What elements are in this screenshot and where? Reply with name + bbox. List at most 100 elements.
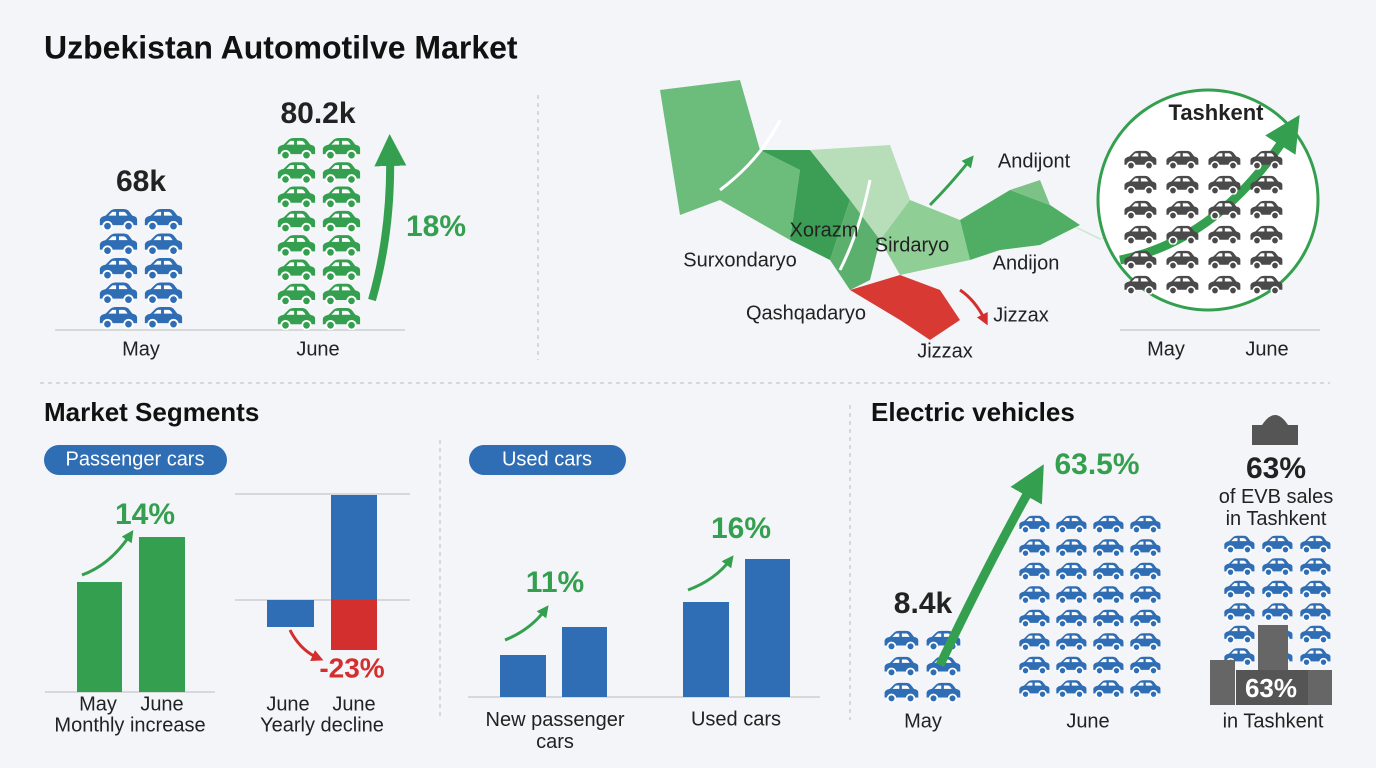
- car-icon: [1223, 580, 1256, 599]
- car-icon: [1299, 602, 1332, 622]
- car-icon: [1092, 609, 1125, 628]
- car-icon: [1223, 535, 1256, 554]
- car-icon: [321, 137, 362, 160]
- car-icon: [1299, 535, 1332, 554]
- bar: [331, 600, 377, 650]
- value-label: 68k: [116, 165, 166, 198]
- car-icon: [1299, 557, 1332, 577]
- car-icon: [1055, 632, 1088, 652]
- car-icon: [1129, 609, 1162, 628]
- x-label: May: [904, 710, 942, 732]
- bar: [683, 602, 729, 697]
- share-value: 63%: [1246, 452, 1306, 485]
- tag: [44, 445, 227, 475]
- region-label: Jizzax: [917, 340, 973, 362]
- bar: [139, 537, 185, 692]
- bar: [331, 495, 377, 600]
- growth-label: 18%: [406, 210, 466, 243]
- car-icon: [98, 281, 139, 305]
- car-icon: [98, 257, 139, 280]
- car-icon: [143, 232, 184, 256]
- car-icon: [1055, 656, 1088, 675]
- car-icon: [1092, 562, 1125, 581]
- car-icon: [1299, 647, 1332, 667]
- badge: 63%: [1245, 673, 1297, 703]
- car-icon: [1261, 602, 1294, 622]
- car-icon: [143, 257, 184, 280]
- map: [660, 80, 1320, 340]
- change-label: 11%: [526, 566, 584, 599]
- tag-label: Used cars: [502, 448, 592, 470]
- car-icon: [1261, 580, 1294, 599]
- car-icon: [143, 281, 184, 305]
- x-label: New passenger cars: [485, 709, 625, 753]
- bar: [77, 582, 122, 692]
- change-label: 14%: [115, 498, 175, 531]
- growth-arrow: [687, 555, 734, 592]
- car-icon: [143, 306, 184, 329]
- bar: [562, 627, 607, 697]
- car-icon: [1261, 557, 1294, 577]
- tag: [469, 445, 626, 475]
- buildings: [1210, 625, 1332, 705]
- growth-arrow: [935, 464, 1044, 667]
- bar: [500, 655, 546, 697]
- title: Uzbekistan Automotilve Market: [44, 29, 518, 65]
- car-icon: [143, 208, 184, 231]
- x-label: June: [1066, 710, 1109, 732]
- x-label: May: [79, 693, 117, 715]
- caption: Yearly decline: [260, 714, 384, 736]
- car-icon: [321, 282, 362, 306]
- x-label: May: [1147, 338, 1185, 360]
- car-icon: [1129, 538, 1162, 558]
- growth-arrow: [504, 605, 549, 642]
- car-icon: [1018, 562, 1051, 581]
- car-icon: [321, 234, 362, 258]
- car-icon: [1223, 625, 1256, 644]
- car-icon: [1055, 585, 1088, 605]
- share-caption: of EVB sales in Tashkent: [1218, 486, 1334, 530]
- car-icon: [1055, 609, 1088, 628]
- tag-label: Passenger cars: [66, 448, 205, 470]
- region-label: Qashqadaryo: [746, 302, 866, 324]
- car-icon: [276, 258, 317, 282]
- car-icon: [1018, 515, 1051, 534]
- car-icon: [925, 682, 962, 703]
- car-icons: [276, 137, 362, 331]
- change-label: -23%: [319, 652, 384, 683]
- x-label: June: [266, 693, 309, 715]
- car-icon: [276, 161, 317, 185]
- car-icon: [1055, 515, 1088, 534]
- car-icon: [1299, 580, 1332, 599]
- car-icon: [276, 185, 317, 209]
- caption: Monthly increase: [54, 714, 205, 736]
- car-icon: [276, 137, 317, 160]
- car-icon: [1092, 515, 1125, 534]
- car-icon: [1018, 538, 1051, 558]
- car-icon: [1092, 585, 1125, 605]
- car-icon: [321, 258, 362, 282]
- region-label: Xorazm: [790, 219, 859, 241]
- car-icon: [883, 682, 920, 703]
- region-label: Andijont: [998, 150, 1071, 172]
- x-label: June: [332, 693, 375, 715]
- car-icon: [1129, 679, 1162, 699]
- car-icon: [321, 209, 362, 233]
- car-icon: [1223, 557, 1256, 577]
- inset-title: Tashkent: [1169, 100, 1265, 125]
- car-icon: [1018, 609, 1051, 628]
- car-icon: [1223, 602, 1256, 622]
- car-icon: [1299, 625, 1332, 644]
- x-label: June: [296, 338, 339, 360]
- car-icon: [1018, 656, 1051, 675]
- car-icon: [321, 185, 362, 209]
- x-label: June: [140, 693, 183, 715]
- region-label: Andijon: [993, 252, 1060, 274]
- car-icon: [1018, 679, 1051, 699]
- section-title: Market Segments: [44, 397, 259, 427]
- bar: [267, 600, 314, 627]
- car-icon: [1129, 632, 1162, 652]
- car-icon: [276, 234, 317, 258]
